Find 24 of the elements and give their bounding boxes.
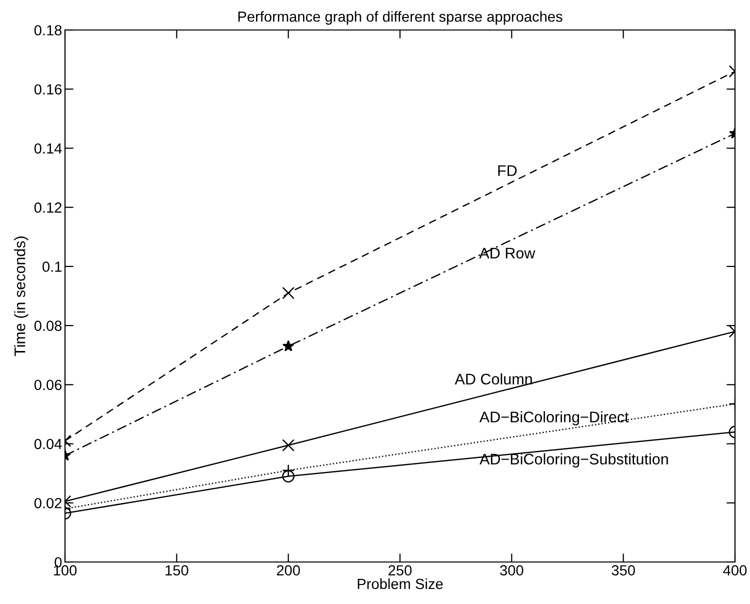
x-tick-label: 400 (723, 565, 747, 576)
x-tick-label: 150 (166, 565, 188, 576)
x-tick-label: 250 (388, 565, 412, 576)
chart-title: Performance graph of different sparse approaches (238, 11, 562, 25)
y-tick-label: 0.06 (34, 380, 62, 390)
y-tick-label: 0.12 (34, 202, 62, 213)
series-label: AD Column (454, 373, 532, 385)
x-tick-label: 300 (500, 565, 524, 576)
x-tick-label: 100 (54, 565, 77, 576)
y-tick-label: 0.14 (34, 143, 62, 154)
series-label: FD (498, 165, 517, 176)
x-tick-label: 200 (276, 565, 300, 576)
series-label: AD Row (479, 248, 536, 259)
y-tick-label: 0.1 (42, 262, 62, 272)
series-label: AD−BiColoring−Substitution (480, 453, 668, 468)
y-tick-label: 0.18 (34, 25, 62, 36)
y-tick-label: 0.16 (34, 84, 62, 95)
y-tick-label: 0.08 (34, 320, 62, 331)
series-label: AD−BiColoring−Direct (479, 411, 629, 426)
x-axis-title: Problem Size (358, 578, 443, 590)
x-tick-label: 350 (612, 565, 635, 576)
y-tick-label: 0.02 (34, 498, 62, 508)
y-tick-label: 0.04 (34, 438, 62, 450)
y-axis-title: Time (in seconds) (14, 236, 28, 356)
